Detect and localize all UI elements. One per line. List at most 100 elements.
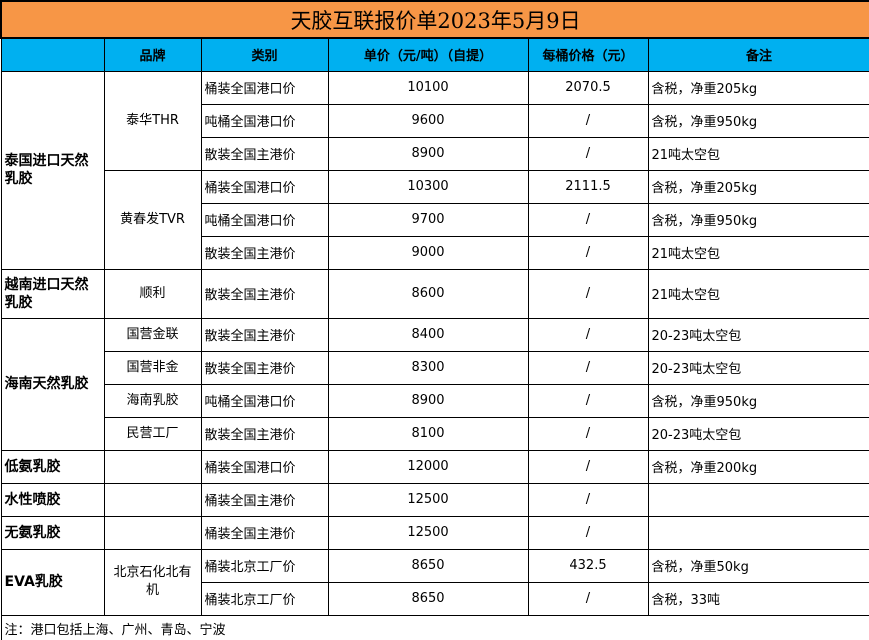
- price-type: 桶装全国港口价: [200, 449, 329, 484]
- barrel-price: /: [527, 268, 649, 319]
- header-note: 备注: [647, 37, 869, 72]
- remark: [647, 482, 869, 517]
- table-row: EVA乳胶 北京石化北有机 桶装北京工厂价 8650 432.5 含税，净重50kg: [0, 548, 869, 616]
- header-barrel-price: 每桶价格（元）: [527, 37, 649, 72]
- table-row: 散装全国主港价 8900/21吨太空包: [1, 136, 869, 171]
- table-row: 海南乳胶 吨桶全国港口价 8900/含税，净重950kg: [1, 383, 869, 418]
- barrel-price: /: [527, 235, 649, 270]
- group-name: EVA乳胶: [0, 548, 105, 616]
- price-type: 吨桶全国港口价: [200, 103, 329, 138]
- sheet-title: 天胶互联报价单2023年5月9日: [0, 0, 869, 39]
- barrel-price: /: [527, 581, 649, 616]
- unit-price: 10100: [327, 70, 529, 105]
- remark: 含税，净重205kg: [647, 169, 869, 204]
- group-name: 水性喷胶: [0, 482, 105, 517]
- header-group: [0, 37, 105, 72]
- barrel-price: /: [527, 449, 649, 484]
- header-row: 品牌 类别 单价（元/吨）（自提） 每桶价格（元） 备注: [0, 37, 869, 72]
- barrel-price: /: [527, 416, 649, 451]
- price-type: 桶装北京工厂价: [200, 581, 329, 616]
- brand-name: 顺利: [103, 268, 202, 319]
- barrel-price: /: [527, 350, 649, 385]
- remark: 含税，净重950kg: [647, 383, 869, 418]
- brand-name: 黄春发TVR: [103, 169, 202, 270]
- remark: 20-23吨太空包: [647, 317, 869, 352]
- remark: 20-23吨太空包: [647, 416, 869, 451]
- price-type: 散装全国主港价: [200, 317, 329, 352]
- brand-name: 民营工厂: [103, 416, 202, 451]
- barrel-price: /: [527, 136, 649, 171]
- price-type: 桶装全国港口价: [200, 70, 329, 105]
- brand-name: [103, 482, 202, 517]
- remark: 含税，33吨: [647, 581, 869, 616]
- table-row: 国营非金 散装全国主港价 8300/20-23吨太空包: [1, 350, 869, 385]
- remark: 21吨太空包: [647, 136, 869, 171]
- unit-price: 8900: [327, 136, 529, 171]
- unit-price: 12000: [327, 449, 529, 484]
- remark: [647, 515, 869, 550]
- brand-name: 泰华THR: [103, 70, 202, 171]
- price-type: 散装全国主港价: [200, 268, 329, 319]
- unit-price: 9700: [327, 202, 529, 237]
- barrel-price: /: [527, 482, 649, 517]
- footnote-row: 注：港口包括上海、广州、青岛、宁波: [0, 614, 869, 640]
- group-name: 无氨乳胶: [0, 515, 105, 550]
- remark: 20-23吨太空包: [647, 350, 869, 385]
- unit-price: 12500: [327, 515, 529, 550]
- unit-price: 9600: [327, 103, 529, 138]
- unit-price: 8300: [327, 350, 529, 385]
- unit-price: 8100: [327, 416, 529, 451]
- table-row: 水性喷胶 桶装全国主港价 12500/: [0, 482, 869, 517]
- table-row: 民营工厂 散装全国主港价 8100/20-23吨太空包: [1, 416, 869, 451]
- table-row: 越南进口天然乳胶 顺利 散装全国主港价 8600/21吨太空包: [0, 268, 869, 319]
- price-type: 散装全国主港价: [200, 416, 329, 451]
- unit-price: 8600: [327, 268, 529, 319]
- table-row: 吨桶全国港口价 9600/含税，净重950kg: [1, 103, 869, 138]
- remark: 含税，净重50kg: [647, 548, 869, 583]
- table-row: 黄春发TVR 桶装全国港口价 10300 2111.5 含税，净重205kg: [1, 169, 869, 270]
- price-type: 桶装全国港口价: [200, 169, 329, 204]
- brand-name: 海南乳胶: [103, 383, 202, 418]
- header-unit-price: 单价（元/吨）（自提）: [327, 37, 529, 72]
- table-row: 海南天然乳胶 国营金联 散装全国主港价 8400/20-23吨太空包: [0, 317, 869, 451]
- remark: 21吨太空包: [647, 235, 869, 270]
- unit-price: 9000: [327, 235, 529, 270]
- remark: 含税，净重205kg: [647, 70, 869, 105]
- brand-name: 国营非金: [103, 350, 202, 385]
- group-name: 低氨乳胶: [0, 449, 105, 484]
- unit-price: 8650: [327, 581, 529, 616]
- barrel-price: /: [527, 202, 649, 237]
- remark: 含税，净重950kg: [647, 202, 869, 237]
- brand-name: 国营金联: [103, 317, 202, 352]
- barrel-price: 2070.5: [527, 70, 649, 105]
- remark: 21吨太空包: [647, 268, 869, 319]
- table-row: 泰国进口天然乳胶 泰华THR 桶装全国港口价 10100 2070.5 含税，净重205k…: [0, 70, 869, 270]
- price-type: 吨桶全国港口价: [200, 383, 329, 418]
- unit-price: 8400: [327, 317, 529, 352]
- price-type: 桶装全国主港价: [200, 482, 329, 517]
- footnote: 注：港口包括上海、广州、青岛、宁波: [0, 614, 869, 640]
- brand-name: 北京石化北有机: [103, 548, 202, 616]
- table-row: 低氨乳胶 桶装全国港口价 12000/含税，净重200kg: [0, 449, 869, 484]
- brand-name: [103, 449, 202, 484]
- unit-price: 8650: [327, 548, 529, 583]
- price-type: 散装全国主港价: [200, 235, 329, 270]
- unit-price: 12500: [327, 482, 529, 517]
- brand-name: [103, 515, 202, 550]
- barrel-price: 432.5: [527, 548, 649, 583]
- table-row: 桶装北京工厂价 8650/含税，33吨: [1, 581, 869, 616]
- price-type: 桶装全国主港价: [200, 515, 329, 550]
- unit-price: 10300: [327, 169, 529, 204]
- price-type: 散装全国主港价: [200, 136, 329, 171]
- price-type: 桶装北京工厂价: [200, 548, 329, 583]
- barrel-price: /: [527, 103, 649, 138]
- remark: 含税，净重200kg: [647, 449, 869, 484]
- remark: 含税，净重950kg: [647, 103, 869, 138]
- barrel-price: /: [527, 383, 649, 418]
- group-name: 越南进口天然乳胶: [0, 268, 105, 319]
- barrel-price: 2111.5: [527, 169, 649, 204]
- price-type: 散装全国主港价: [200, 350, 329, 385]
- table-row: 吨桶全国港口价 9700/含税，净重950kg: [1, 202, 869, 237]
